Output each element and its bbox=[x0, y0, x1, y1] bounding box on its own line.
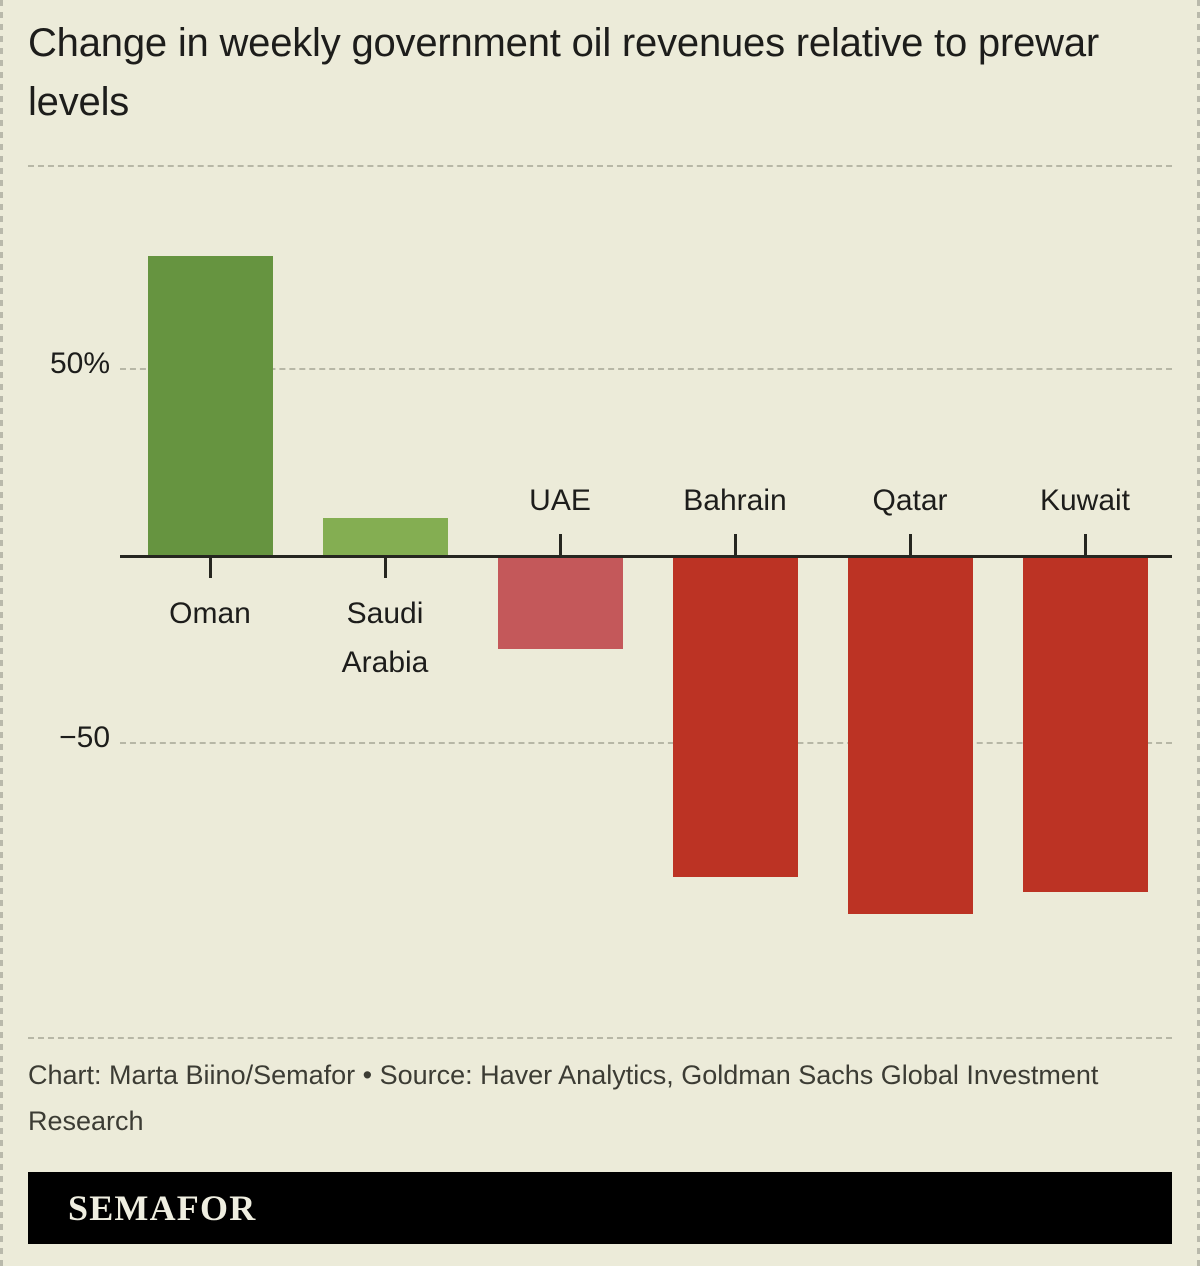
x-axis-category-label: Qatar bbox=[872, 484, 948, 517]
chart-credit-source: Chart: Marta Biino/Semafor • Source: Hav… bbox=[28, 1060, 1099, 1137]
x-axis-category-label: Bahrain bbox=[683, 484, 787, 517]
y-axis-tick-label: 50% bbox=[49, 347, 110, 380]
x-axis-category-label: Kuwait bbox=[1039, 484, 1131, 517]
bar-kuwait[interactable] bbox=[1022, 555, 1148, 892]
semafor-logo-bar: SEMAFOR bbox=[28, 1172, 1172, 1244]
bar-chart-plot: 50% −50 Oman Saudi Arabia UAE Bahrain Qatar Kuw… bbox=[28, 165, 1172, 915]
x-axis-category-label: Saudi Arabia bbox=[341, 597, 429, 679]
page-edge-left bbox=[0, 0, 3, 1266]
x-axis-tick bbox=[559, 534, 562, 555]
footer-divider bbox=[28, 1037, 1172, 1039]
x-axis-tick bbox=[1084, 534, 1087, 555]
bar-bahrain[interactable] bbox=[672, 555, 798, 877]
x-axis-category-label: UAE bbox=[529, 484, 591, 517]
x-axis-tick bbox=[209, 557, 212, 578]
semafor-wordmark: SEMAFOR bbox=[68, 1188, 257, 1228]
page-title: Change in weekly government oil revenues… bbox=[28, 21, 1099, 125]
bar-uae[interactable] bbox=[497, 555, 623, 649]
x-axis-category-label: Oman bbox=[169, 597, 251, 630]
x-axis-tick bbox=[734, 534, 737, 555]
x-axis-tick bbox=[909, 534, 912, 555]
bar-qatar[interactable] bbox=[847, 555, 973, 915]
y-gridline bbox=[120, 742, 1172, 744]
x-axis-tick bbox=[384, 557, 387, 578]
zero-axis-line bbox=[120, 555, 1172, 558]
chart-top-divider bbox=[28, 165, 1172, 167]
page-edge-right bbox=[1197, 0, 1200, 1266]
bar-oman[interactable] bbox=[147, 255, 273, 555]
bar-saudi-arabia[interactable] bbox=[322, 517, 448, 555]
y-axis-tick-label: −50 bbox=[59, 721, 110, 754]
y-gridline bbox=[120, 368, 1172, 370]
